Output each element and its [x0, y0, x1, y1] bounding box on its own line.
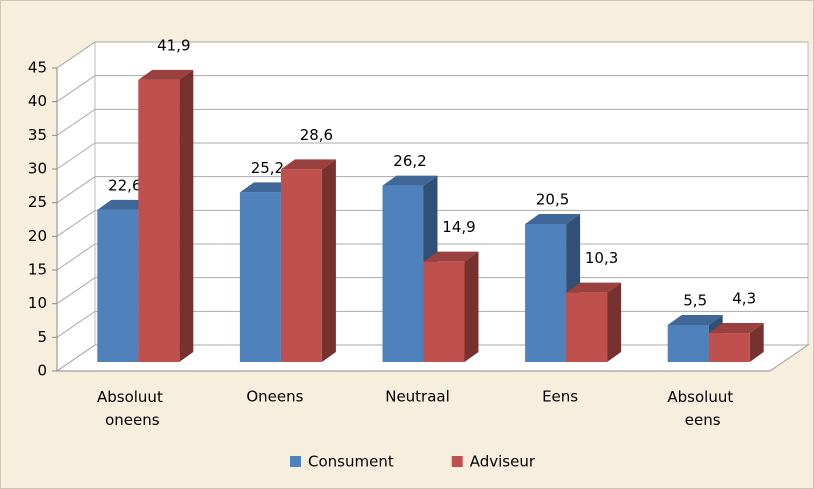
bar-top — [566, 282, 622, 293]
y-tick-label: 45 — [28, 59, 47, 77]
bar-front — [667, 324, 709, 362]
bar-front — [97, 209, 139, 362]
bar-front — [280, 169, 322, 362]
x-tick-label: Oneens — [246, 388, 303, 406]
x-tick-label: Absoluut oneens — [97, 388, 168, 429]
value-label: 41,9 — [157, 36, 190, 54]
bar-top — [525, 213, 581, 224]
bar-side — [607, 282, 622, 362]
bar-top — [280, 159, 336, 170]
grid-line — [56, 209, 808, 237]
legend-swatch — [451, 456, 463, 467]
x-tick-label: Absoluut eens — [667, 388, 738, 429]
y-tick-label: 10 — [28, 294, 47, 312]
y-tick-label: 15 — [28, 261, 47, 279]
bar-front — [708, 333, 750, 362]
bar-side — [321, 159, 336, 362]
grid-line — [56, 108, 808, 136]
y-tick-label: 40 — [28, 92, 47, 110]
y-tick-label: 0 — [37, 362, 47, 380]
bar — [566, 282, 622, 362]
bar-side — [179, 69, 194, 362]
bar-front — [525, 223, 567, 362]
bar-top — [708, 323, 764, 334]
value-label: 22,6 — [108, 176, 141, 194]
bar-front — [423, 261, 465, 362]
value-label: 28,6 — [300, 126, 333, 144]
bar-front — [239, 192, 281, 362]
bar-front — [138, 79, 180, 362]
value-label: 14,9 — [442, 218, 475, 236]
bar-top — [382, 175, 438, 186]
grid-line — [56, 41, 808, 69]
x-tick-label: Neutraal — [385, 388, 450, 406]
value-label: 20,5 — [536, 190, 569, 208]
bar — [138, 69, 194, 362]
bar-top — [423, 251, 479, 262]
value-label: 26,2 — [393, 152, 426, 170]
y-tick-label: 25 — [28, 193, 47, 211]
y-tick-label: 30 — [28, 160, 47, 178]
bar-front — [382, 185, 424, 362]
grid-line — [56, 176, 808, 204]
side-wall — [56, 41, 96, 372]
value-label: 25,2 — [251, 159, 284, 177]
bar — [423, 251, 479, 362]
bar-top — [138, 69, 194, 80]
bar — [708, 323, 764, 362]
bar-front — [566, 292, 608, 362]
y-tick-label: 35 — [28, 126, 47, 144]
value-label: 4,3 — [732, 290, 756, 308]
grid-line — [56, 75, 808, 103]
y-tick-label: 5 — [37, 328, 47, 346]
value-label: 10,3 — [585, 249, 618, 267]
bar — [280, 159, 336, 362]
value-label: 5,5 — [683, 291, 707, 309]
legend-swatch — [290, 456, 301, 467]
y-tick-label: 20 — [28, 227, 47, 245]
legend-label: Adviseur — [470, 453, 536, 471]
legend-label: Consument — [308, 453, 394, 471]
bar-top — [667, 314, 723, 325]
bar-side — [749, 323, 764, 362]
grid-line — [56, 142, 808, 170]
bar-side — [464, 251, 479, 362]
x-tick-label: Eens — [542, 388, 578, 406]
